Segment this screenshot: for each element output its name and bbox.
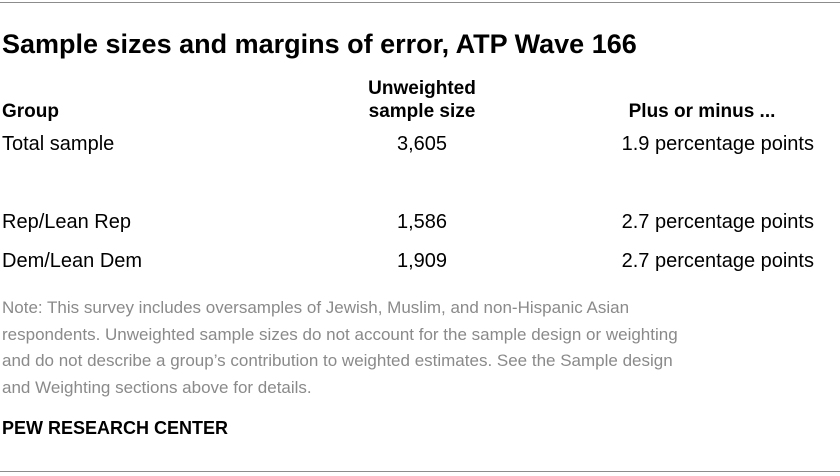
column-header-group: Group bbox=[2, 101, 59, 122]
bottom-rule bbox=[0, 471, 840, 472]
footnote: Note: This survey includes oversamples o… bbox=[2, 295, 838, 401]
cell-margin-of-error: 2.7 percentage points bbox=[621, 211, 814, 233]
top-rule bbox=[0, 2, 840, 3]
cell-margin-of-error: 1.9 percentage points bbox=[621, 133, 814, 155]
cell-sample-size: 3,605 bbox=[396, 133, 448, 155]
column-header-sample-size-line2: sample size bbox=[368, 101, 476, 122]
footnote-line: respondents. Unweighted sample sizes do … bbox=[2, 324, 678, 344]
source-credit: PEW RESEARCH CENTER bbox=[2, 418, 229, 438]
cell-group: Dem/Lean Dem bbox=[2, 250, 143, 272]
column-header-sample-size: Unweighted sample size bbox=[358, 77, 486, 123]
column-header-sample-size-line1: Unweighted bbox=[368, 78, 476, 99]
cell-group: Total sample bbox=[2, 133, 115, 155]
page-title: Sample sizes and margins of error, ATP W… bbox=[2, 29, 637, 59]
footnote-line: and do not describe a group’s contributi… bbox=[2, 351, 673, 370]
table-row: Dem/Lean Dem 1,909 2.7 percentage points bbox=[0, 248, 840, 274]
cell-sample-size: 1,586 bbox=[396, 211, 448, 233]
cell-group: Rep/Lean Rep bbox=[2, 211, 131, 233]
table-row: Rep/Lean Rep 1,586 2.7 percentage points bbox=[0, 209, 840, 235]
footnote-line: and Weighting sections above for details… bbox=[2, 377, 312, 397]
column-header-margin-of-error: Plus or minus ... bbox=[628, 101, 776, 122]
footnote-line: Note: This survey includes oversamples o… bbox=[2, 298, 630, 317]
table-row: Total sample 3,605 1.9 percentage points bbox=[0, 131, 840, 157]
cell-sample-size: 1,909 bbox=[396, 250, 448, 272]
cell-margin-of-error: 2.7 percentage points bbox=[621, 250, 814, 272]
